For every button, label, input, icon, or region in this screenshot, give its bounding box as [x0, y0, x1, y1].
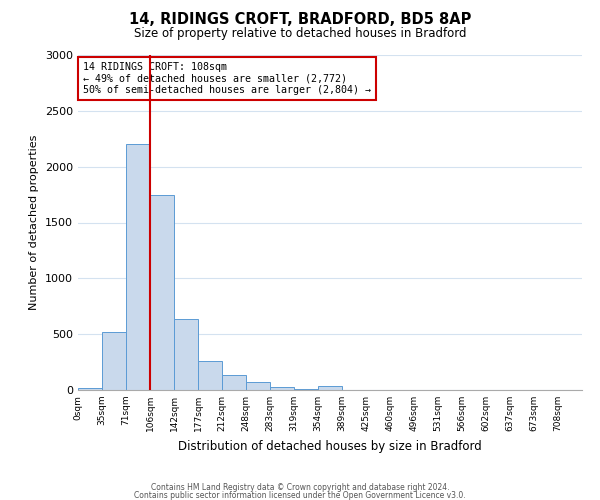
- Bar: [246, 382, 270, 390]
- Bar: [318, 386, 342, 390]
- Text: Size of property relative to detached houses in Bradford: Size of property relative to detached ho…: [134, 28, 466, 40]
- Bar: [270, 386, 294, 390]
- Bar: [126, 144, 150, 390]
- Text: 14 RIDINGS CROFT: 108sqm
← 49% of detached houses are smaller (2,772)
50% of sem: 14 RIDINGS CROFT: 108sqm ← 49% of detach…: [83, 62, 371, 95]
- Text: 14, RIDINGS CROFT, BRADFORD, BD5 8AP: 14, RIDINGS CROFT, BRADFORD, BD5 8AP: [129, 12, 471, 28]
- Bar: [174, 318, 198, 390]
- Bar: [222, 376, 246, 390]
- Y-axis label: Number of detached properties: Number of detached properties: [29, 135, 40, 310]
- Text: Contains HM Land Registry data © Crown copyright and database right 2024.: Contains HM Land Registry data © Crown c…: [151, 484, 449, 492]
- Bar: [78, 388, 102, 390]
- Bar: [198, 361, 222, 390]
- X-axis label: Distribution of detached houses by size in Bradford: Distribution of detached houses by size …: [178, 440, 482, 452]
- Bar: [150, 194, 174, 390]
- Text: Contains public sector information licensed under the Open Government Licence v3: Contains public sector information licen…: [134, 490, 466, 500]
- Bar: [102, 332, 126, 390]
